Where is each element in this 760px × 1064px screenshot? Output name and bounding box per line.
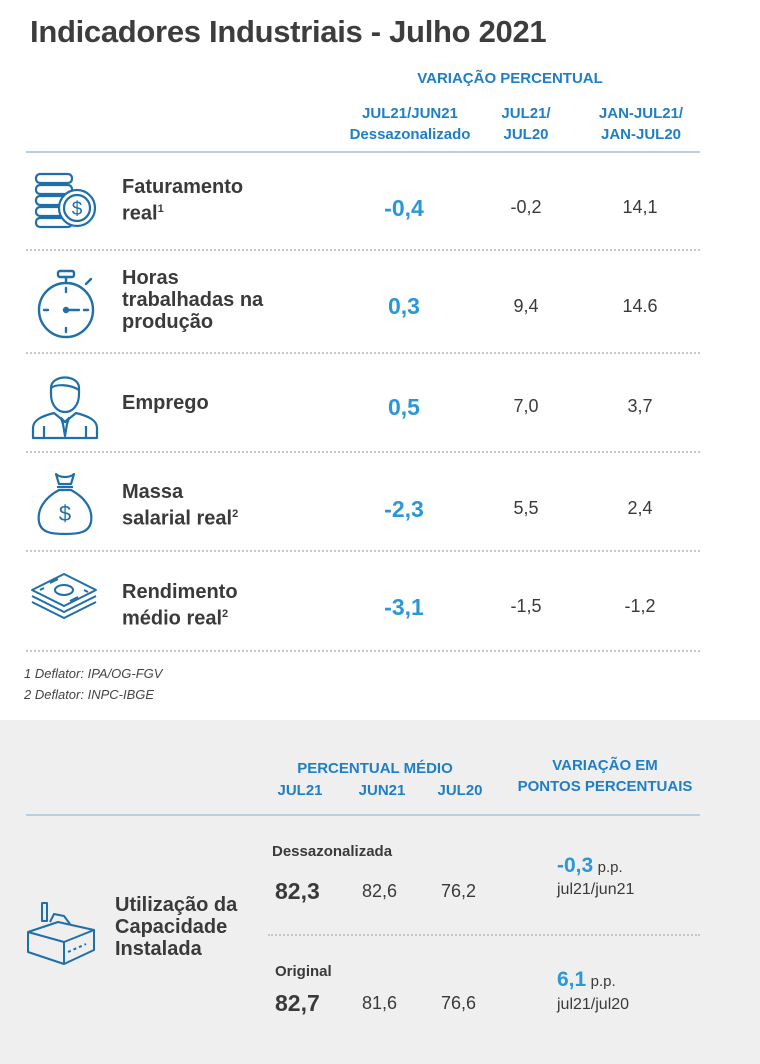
- value-jul21-jul20: -1,5: [510, 596, 542, 616]
- value-jul21-jun21: 0,5: [388, 394, 420, 420]
- banknotes-icon: [28, 572, 100, 624]
- header-col3: JAN-JUL21/ JAN-JUL20: [586, 103, 696, 145]
- footnote-mark: 1: [157, 203, 164, 215]
- value-jul21-jul20: -0,2: [510, 197, 542, 217]
- employee-icon: [30, 366, 100, 440]
- row-label-massa-salarial: Massa salarial real2: [122, 481, 238, 530]
- header-col2-line2: JUL20: [503, 126, 549, 143]
- money-bag-icon: $: [34, 470, 96, 536]
- row-label-faturamento: Faturamento real1: [122, 176, 243, 225]
- capacity-col-jun21: JUN21: [358, 782, 406, 799]
- footnote-1: 1 Deflator: IPA/OG-FGV: [24, 666, 163, 681]
- header-group-label: VARIAÇÃO PERCENTUAL: [417, 70, 603, 87]
- header-col1-line2: Dessazonalizado: [349, 126, 471, 143]
- var-header-line2: PONTOS PERCENTUAIS: [517, 778, 693, 795]
- value-jul21-jun21: -0,4: [384, 195, 424, 221]
- row-label-horas: Horas trabalhadas na produção: [122, 267, 263, 333]
- stopwatch-icon: [34, 268, 98, 340]
- capacity-row-divider: [268, 934, 700, 936]
- dessaz-period: jul21/jun21: [557, 881, 635, 898]
- value-jul21-jul20: 5,5: [513, 498, 539, 518]
- dessaz-jun21: 82,6: [362, 881, 398, 901]
- value-jul21-jun21: -3,1: [384, 594, 424, 620]
- value-jan-jul: 2,4: [627, 498, 653, 518]
- footnote-mark: 2: [222, 608, 229, 620]
- row-divider: [26, 352, 700, 354]
- value-jan-jul: 14.6: [622, 296, 658, 316]
- var-header-line1: VARIAÇÃO EM: [552, 757, 658, 774]
- page-title: Indicadores Industriais - Julho 2021: [30, 14, 547, 49]
- header-col1: JUL21/JUN21 Dessazonalizado: [330, 103, 490, 145]
- original-jul21: 82,7: [275, 990, 320, 1016]
- variation-unit: p.p.: [597, 859, 623, 876]
- value-jan-jul: 14,1: [622, 197, 658, 217]
- header-col2: JUL21/ JUL20: [486, 103, 566, 145]
- header-col3-line2: JAN-JUL20: [600, 126, 682, 143]
- header-divider: [26, 151, 700, 153]
- variation-value: 6,1: [557, 968, 587, 991]
- capacity-label: Utilização da Capacidade Instalada: [115, 894, 237, 960]
- value-jul21-jun21: 0,3: [388, 293, 420, 319]
- value-jan-jul: -1,2: [624, 596, 656, 616]
- label-line: real: [122, 202, 158, 225]
- row-label-rendimento: Rendimento médio real2: [122, 581, 238, 630]
- capacity-header-divider: [26, 814, 700, 816]
- original-period: jul21/jul20: [557, 996, 630, 1013]
- row-divider: [26, 650, 700, 652]
- label-line: Faturamento: [122, 176, 244, 198]
- footnote-2: 2 Deflator: INPC-IBGE: [24, 687, 155, 702]
- value-jul21-jul20: 9,4: [513, 296, 539, 316]
- original-variation: 6,1 p.p.: [557, 968, 616, 992]
- label-line: Horas: [122, 267, 179, 289]
- original-jun21: 81,6: [362, 993, 398, 1013]
- capacity-col-jul20: JUL20: [437, 782, 483, 799]
- label-line: produção: [122, 311, 214, 333]
- capacity-col-jul21: JUL21: [277, 782, 323, 799]
- capacity-header-group: PERCENTUAL MÉDIO: [297, 760, 453, 777]
- dessaz-jul21: 82,3: [275, 878, 320, 904]
- label-line: médio real: [122, 607, 223, 630]
- dessaz-variation: -0,3 p.p.: [557, 854, 623, 878]
- svg-text:$: $: [59, 501, 71, 526]
- value-jul21-jul20: 7,0: [513, 396, 539, 416]
- footnote-mark: 2: [232, 508, 239, 520]
- row-divider: [26, 249, 700, 251]
- coins-dollar-icon: $: [32, 168, 98, 234]
- header-col3-line1: JAN-JUL21/: [598, 105, 684, 122]
- original-jul20: 76,6: [441, 993, 477, 1013]
- svg-text:$: $: [72, 199, 83, 220]
- row-divider: [26, 550, 700, 552]
- value-jan-jul: 3,7: [627, 396, 653, 416]
- original-label: Original: [275, 963, 332, 980]
- label-line: Capacidade: [115, 916, 228, 938]
- variation-value: -0,3: [557, 854, 594, 877]
- dessaz-jul20: 76,2: [441, 881, 477, 901]
- label-line: Emprego: [122, 392, 209, 414]
- header-col1-line1: JUL21/JUN21: [362, 105, 458, 122]
- label-line: Instalada: [115, 938, 202, 960]
- label-line: Utilização da: [115, 894, 238, 916]
- factory-box-icon: [24, 900, 98, 966]
- label-line: salarial real: [122, 507, 233, 530]
- label-line: Rendimento: [122, 581, 238, 603]
- row-label-emprego: Emprego: [122, 392, 209, 414]
- label-line: Massa: [122, 481, 184, 503]
- variation-unit: p.p.: [590, 973, 616, 990]
- row-divider: [26, 451, 700, 453]
- capacity-var-header: VARIAÇÃO EM PONTOS PERCENTUAIS: [505, 755, 705, 797]
- dessaz-label: Dessazonalizada: [272, 843, 393, 860]
- value-jul21-jun21: -2,3: [384, 496, 424, 522]
- label-line: trabalhadas na: [122, 289, 264, 311]
- capacity-section: [0, 720, 760, 1064]
- header-col2-line1: JUL21/: [501, 105, 551, 122]
